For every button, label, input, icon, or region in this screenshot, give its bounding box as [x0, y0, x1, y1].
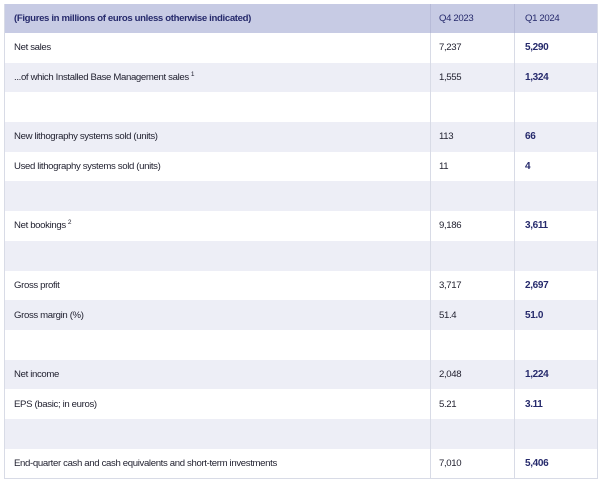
- q1-2024-value: [514, 329, 597, 360]
- q4-2023-value: [430, 418, 514, 449]
- q4-2023-value: 7,237: [430, 33, 514, 63]
- row-label-text: Gross profit: [14, 279, 60, 291]
- q1-2024-value: 66: [514, 122, 597, 152]
- table-row: ...of which Installed Base Management sa…: [5, 62, 597, 93]
- row-label: [5, 330, 430, 360]
- q4-2023-value: 113: [430, 122, 514, 152]
- q4-2023-value: [430, 92, 514, 123]
- table-row: Gross margin (%) 51.4 51.0: [5, 300, 597, 330]
- table-row: [5, 181, 597, 212]
- q4-2023-value: 1,555: [430, 62, 514, 93]
- row-label-text: Gross margin (%): [14, 309, 84, 321]
- row-label-text: End-quarter cash and cash equivalents an…: [14, 457, 277, 469]
- row-label: Net sales: [5, 33, 430, 63]
- q4-2023-value: [430, 181, 514, 212]
- table-row: [5, 92, 597, 123]
- row-label-text: Used lithography systems sold (units): [14, 161, 161, 173]
- q1-2024-value-text: 5,406: [525, 457, 549, 469]
- table-row: New lithography systems sold (units) 113 6…: [5, 122, 597, 152]
- header-label: (Figures in millions of euros unless oth…: [14, 13, 251, 24]
- q1-2024-value: 51.0: [514, 300, 597, 330]
- footnote-marker: 1: [190, 71, 195, 79]
- q1-2024-value: 4: [514, 151, 597, 182]
- row-label: [5, 181, 430, 211]
- row-label: Net income: [5, 360, 430, 390]
- table-row: Net sales 7,237 5,290: [5, 33, 597, 63]
- q1-2024-value-text: 66: [525, 131, 536, 143]
- q1-2024-value: 2,697: [514, 270, 597, 301]
- q1-2024-value-text: 3.11: [525, 398, 543, 410]
- header-q4-2023: Q4 2023: [430, 4, 514, 33]
- q1-2024-value: [514, 92, 597, 123]
- q1-2024-value-text: 2,697: [525, 279, 549, 291]
- row-label-text: ...of which Installed Base Management sa…: [14, 72, 189, 84]
- q1-2024-value-text: 4: [525, 161, 531, 173]
- q1-2024-value: 5,406: [514, 448, 597, 479]
- q1-2024-value: [514, 181, 597, 212]
- row-label: [5, 419, 430, 449]
- q1-2024-value: [514, 240, 597, 271]
- table-header-row: (Figures in millions of euros unless oth…: [5, 4, 597, 33]
- q1-2024-value-text: 3,611: [525, 220, 548, 232]
- q1-2024-value: 1,324: [514, 62, 597, 93]
- row-label: [5, 92, 430, 122]
- row-label: New lithography systems sold (units): [5, 122, 430, 152]
- q1-2024-value: 5,290: [514, 33, 597, 63]
- row-label: End-quarter cash and cash equivalents an…: [5, 449, 430, 479]
- row-label-text: EPS (basic; in euros): [14, 398, 97, 410]
- header-q1-2024: Q1 2024: [514, 4, 597, 33]
- table-row: End-quarter cash and cash equivalents an…: [5, 448, 597, 479]
- q4-2023-value: [430, 240, 514, 271]
- q4-2023-value: [430, 329, 514, 360]
- q4-2023-value: 9,186: [430, 211, 514, 241]
- table-row: Net bookings 2 9,186 3,611: [5, 211, 597, 241]
- q1-2024-value-text: 5,290: [525, 42, 549, 54]
- row-label: Gross profit: [5, 271, 430, 301]
- table-row: Used lithography systems sold (units) 11 4: [5, 151, 597, 182]
- table-row: [5, 240, 597, 271]
- q4-2023-value: 3,717: [430, 270, 514, 301]
- q4-2023-value: 2,048: [430, 359, 514, 390]
- table-row: [5, 329, 597, 360]
- row-label-text: Net bookings: [14, 220, 66, 232]
- q4-2023-value: 7,010: [430, 448, 514, 479]
- footnote-marker: 2: [67, 219, 72, 227]
- q1-2024-value-text: 51.0: [525, 309, 544, 321]
- financial-summary-table: (Figures in millions of euros unless oth…: [4, 4, 598, 480]
- row-label: ...of which Installed Base Management sa…: [5, 63, 430, 93]
- table-row: EPS (basic; in euros) 5.21 3.11: [5, 389, 597, 419]
- table-row: Gross profit 3,717 2,697: [5, 270, 597, 301]
- q1-2024-value: 3.11: [514, 389, 597, 419]
- q1-2024-value: 1,224: [514, 359, 597, 390]
- q1-2024-value-text: 1,224: [525, 368, 549, 380]
- q4-2023-value: 11: [430, 151, 514, 182]
- q4-2023-value: 5.21: [430, 389, 514, 419]
- q1-2024-value: [514, 418, 597, 449]
- row-label-text: Net sales: [14, 42, 51, 54]
- row-label: Gross margin (%): [5, 300, 430, 330]
- row-label: [5, 241, 430, 271]
- table-row: Net income 2,048 1,224: [5, 359, 597, 390]
- row-label: EPS (basic; in euros): [5, 389, 430, 419]
- row-label-text: Net income: [14, 368, 60, 380]
- q1-2024-value-text: 1,324: [525, 72, 549, 84]
- row-label: Net bookings 2: [5, 211, 430, 241]
- q1-2024-value: 3,611: [514, 211, 597, 241]
- q4-2023-value: 51.4: [430, 300, 514, 330]
- row-label-text: New lithography systems sold (units): [14, 131, 158, 143]
- table-row: [5, 418, 597, 449]
- table-body: Net sales 7,237 5,290 ...of which Installed…: [5, 33, 597, 479]
- row-label: Used lithography systems sold (units): [5, 152, 430, 182]
